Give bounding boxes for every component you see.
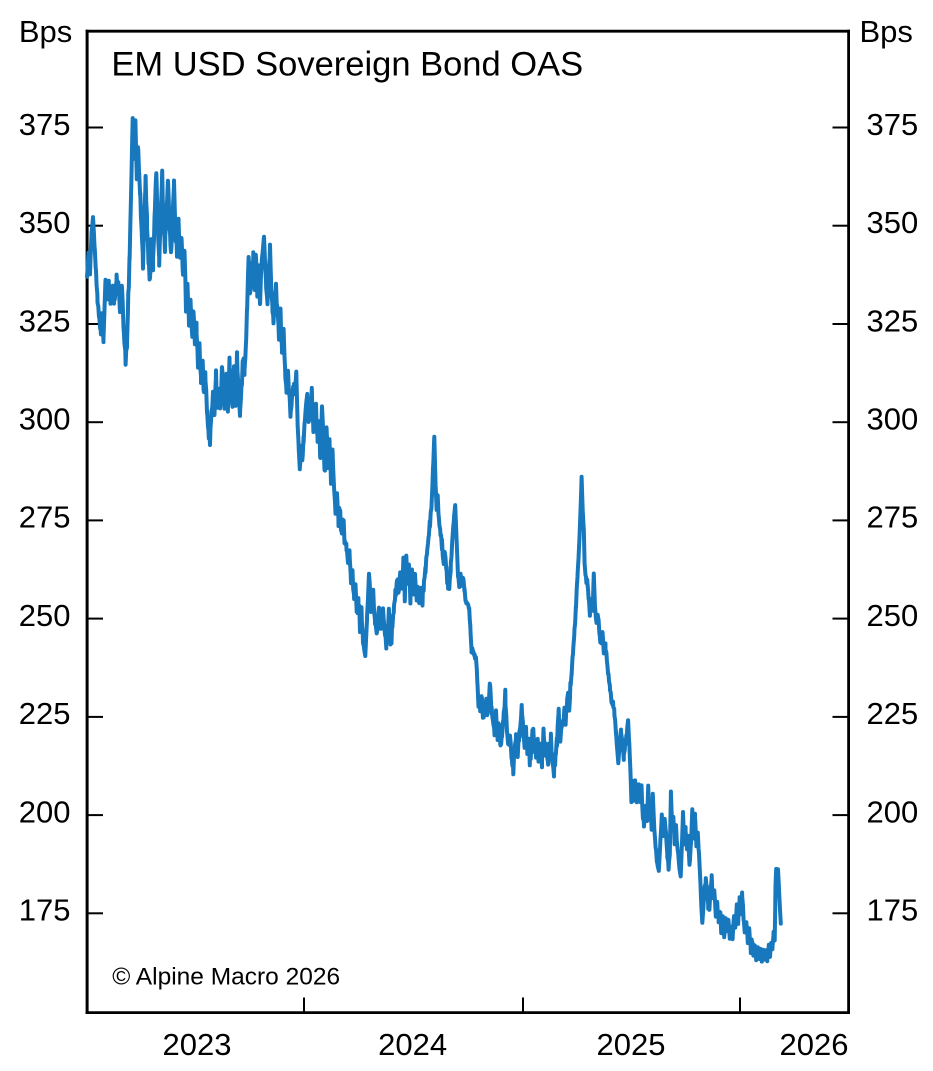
svg-text:300: 300 xyxy=(867,402,919,437)
svg-text:EM USD Sovereign Bond OAS: EM USD Sovereign Bond OAS xyxy=(111,45,583,83)
svg-text:2024: 2024 xyxy=(378,1027,447,1062)
svg-text:275: 275 xyxy=(19,500,71,535)
svg-text:300: 300 xyxy=(19,402,71,437)
svg-text:275: 275 xyxy=(867,500,919,535)
svg-text:350: 350 xyxy=(867,205,919,240)
svg-text:225: 225 xyxy=(19,696,71,731)
svg-text:Bps: Bps xyxy=(19,14,72,49)
svg-text:375: 375 xyxy=(19,107,71,142)
svg-text:175: 175 xyxy=(867,893,919,928)
svg-text:2025: 2025 xyxy=(597,1027,666,1062)
svg-text:© Alpine Macro 2026: © Alpine Macro 2026 xyxy=(112,963,340,990)
svg-text:2026: 2026 xyxy=(780,1027,849,1062)
svg-text:200: 200 xyxy=(867,794,919,829)
svg-text:250: 250 xyxy=(867,598,919,633)
svg-text:200: 200 xyxy=(19,794,71,829)
svg-text:325: 325 xyxy=(19,303,71,338)
svg-text:175: 175 xyxy=(19,893,71,928)
svg-text:325: 325 xyxy=(867,303,919,338)
svg-text:375: 375 xyxy=(867,107,919,142)
svg-text:2023: 2023 xyxy=(163,1027,232,1062)
svg-text:350: 350 xyxy=(19,205,71,240)
svg-text:225: 225 xyxy=(867,696,919,731)
svg-text:Bps: Bps xyxy=(860,14,913,49)
svg-text:250: 250 xyxy=(19,598,71,633)
